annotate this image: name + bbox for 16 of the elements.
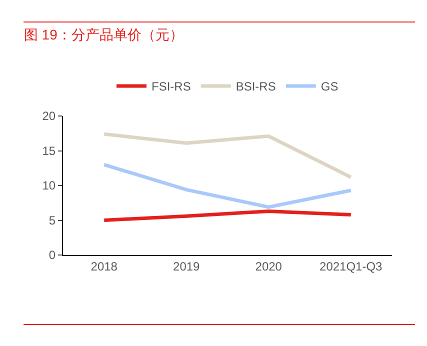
chart-title: 图 19：分产品单价（元） [24,26,184,42]
x-tick-label: 2019 [173,259,200,274]
line-series [102,132,353,179]
legend-label: GS [320,80,338,94]
line-series [102,209,353,222]
y-tick-label: 20 [42,109,56,124]
legend-label: FSI-RS [152,80,191,94]
line-series [102,162,353,209]
x-tick-label: 2020 [255,259,282,274]
y-tick-label: 0 [48,248,56,262]
x-tick-label: 2018 [90,259,118,274]
y-tick-label: 5 [48,213,56,228]
x-tick-label: 2021Q1-Q3 [320,259,383,274]
y-tick-label: 15 [42,144,56,158]
legend-label: BSI-RS [236,80,276,94]
y-tick-label: 10 [42,178,56,193]
